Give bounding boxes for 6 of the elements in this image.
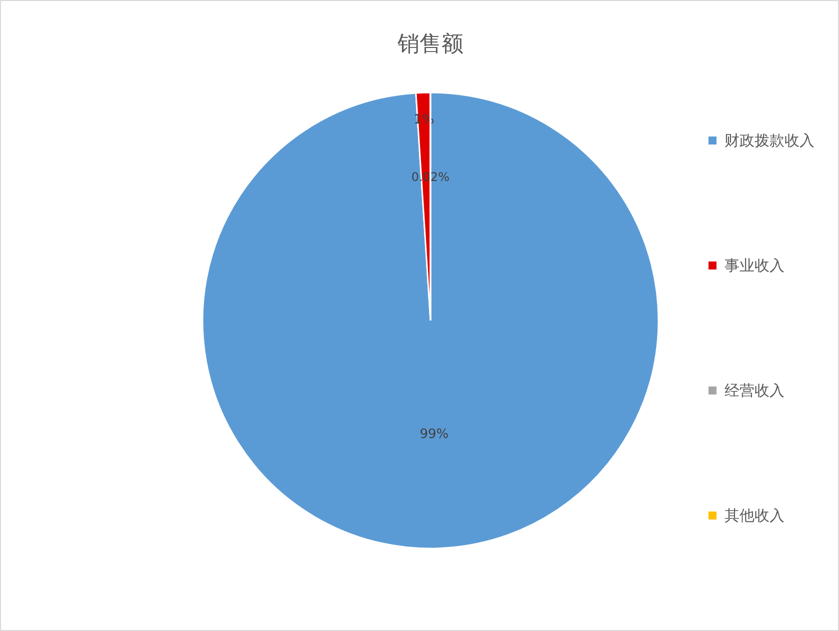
chart-title: 销售额 bbox=[396, 32, 464, 57]
legend-label: 财政拨款收入 bbox=[724, 132, 814, 150]
legend-label: 其他收入 bbox=[724, 506, 784, 524]
legend-label: 经营收入 bbox=[724, 382, 784, 400]
legend-label: 事业收入 bbox=[724, 256, 784, 274]
data-label: 99% bbox=[420, 426, 449, 442]
